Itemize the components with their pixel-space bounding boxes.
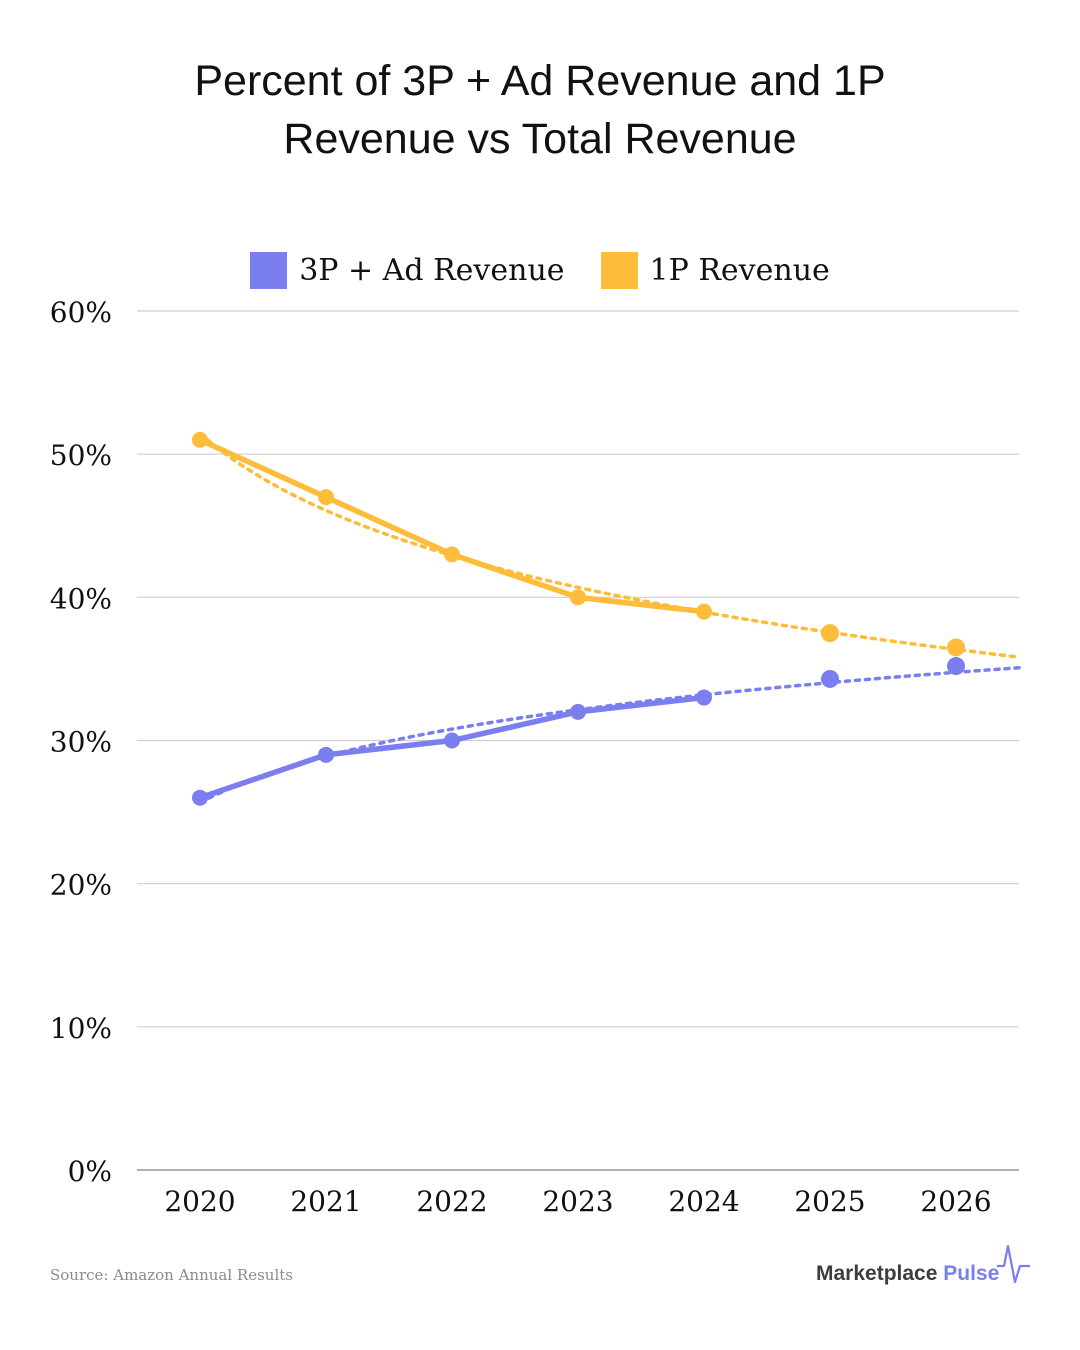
data-point-3p-2020 — [192, 789, 208, 806]
y-tick-label: 20% — [50, 869, 112, 902]
y-tick-label: 50% — [50, 439, 112, 472]
data-point-3p-2024 — [696, 689, 712, 706]
data-point-1p-2024 — [696, 603, 712, 620]
brand-name-first: Marketplace — [816, 1262, 938, 1285]
data-point-3p-2021 — [318, 746, 334, 763]
chart-title-line-2: Revenue vs Total Revenue — [283, 115, 797, 163]
data-point-1p-2023 — [570, 589, 586, 606]
legend-item-3p: 3P + Ad Revenue — [250, 252, 565, 289]
data-point-1p-2022 — [444, 546, 460, 563]
brand-logo: Marketplace Pulse — [816, 1262, 999, 1286]
pulse-line-icon — [997, 1244, 1030, 1284]
brand-name-second: Pulse — [943, 1262, 1000, 1285]
legend-item-1p: 1P Revenue — [600, 252, 830, 289]
trendline-1p — [198, 431, 1021, 659]
data-point-3p-2023 — [570, 703, 586, 720]
legend-label-3p: 3P + Ad Revenue — [299, 253, 565, 288]
y-tick-label: 60% — [50, 296, 112, 329]
y-tick-label: 0% — [68, 1155, 112, 1188]
legend-label-1p: 1P Revenue — [649, 253, 830, 288]
x-tick-label: 2021 — [290, 1185, 361, 1218]
x-tick-label: 2022 — [416, 1185, 487, 1218]
y-tick-label: 10% — [50, 1012, 112, 1045]
data-point-3p-2022 — [444, 732, 460, 749]
chart-title: Percent of 3P + Ad Revenue and 1P Revenu… — [0, 52, 1080, 168]
data-point-1p-2025 — [821, 624, 839, 643]
legend-swatch-1p — [600, 252, 638, 289]
data-point-1p-2021 — [318, 489, 334, 506]
x-tick-label: 2024 — [668, 1185, 739, 1218]
chart-legend: 3P + Ad Revenue 1P Revenue — [0, 252, 1080, 289]
source-note: Source: Amazon Annual Results — [50, 1266, 293, 1284]
data-point-3p-2026 — [947, 657, 965, 676]
y-tick-label: 30% — [50, 726, 112, 759]
data-point-1p-2020 — [192, 431, 208, 448]
trendline-3p — [198, 665, 1021, 805]
y-tick-label: 40% — [50, 582, 112, 615]
x-tick-label: 2023 — [542, 1185, 613, 1218]
x-tick-label: 2025 — [794, 1185, 865, 1218]
data-point-1p-2026 — [947, 638, 965, 657]
data-point-3p-2025 — [821, 669, 839, 688]
x-tick-label: 2026 — [920, 1185, 991, 1218]
chart-title-line-1: Percent of 3P + Ad Revenue and 1P — [194, 57, 886, 105]
x-tick-label: 2020 — [164, 1185, 235, 1218]
legend-swatch-3p — [250, 252, 288, 289]
series-line-1p — [197, 437, 707, 615]
